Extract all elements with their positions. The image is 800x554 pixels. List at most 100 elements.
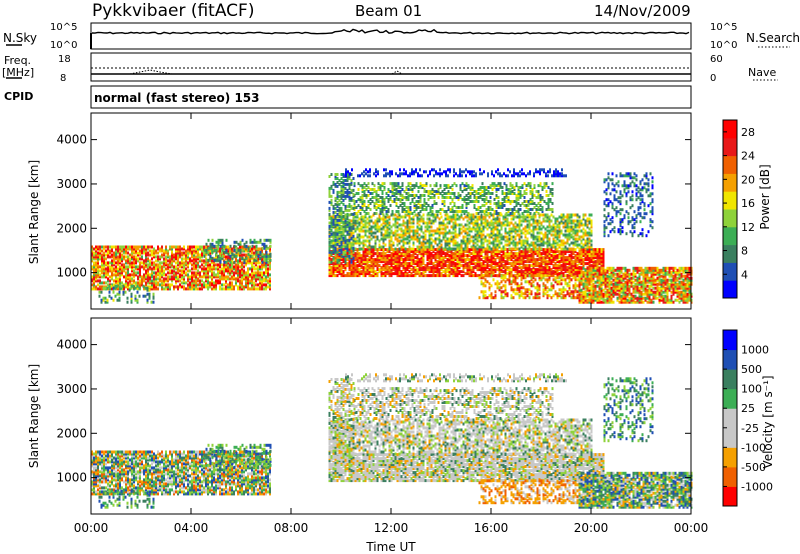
- power-cell: [457, 224, 459, 227]
- power-cell: [439, 250, 441, 253]
- power-cell: [359, 268, 361, 271]
- power-cell: [368, 200, 370, 203]
- power-cell: [489, 268, 491, 271]
- power-cell: [509, 228, 511, 231]
- power-cell: [441, 216, 443, 219]
- power-cell: [165, 283, 167, 286]
- power-cell: [137, 265, 139, 268]
- power-cell: [236, 241, 238, 244]
- power-cell: [367, 248, 369, 251]
- power-cell: [191, 246, 193, 249]
- power-cell: [115, 261, 117, 264]
- power-cell: [233, 265, 235, 268]
- power-cell: [253, 252, 255, 255]
- power-cell: [193, 271, 195, 274]
- power-cell: [388, 198, 390, 201]
- power-cell: [583, 248, 585, 251]
- power-cell: [243, 254, 245, 257]
- power-cell: [390, 182, 392, 185]
- power-cell: [394, 198, 396, 201]
- power-cell: [256, 257, 258, 260]
- power-cell: [376, 212, 378, 215]
- power-cell: [153, 301, 155, 304]
- power-cell: [250, 255, 252, 258]
- power-cell: [159, 248, 161, 251]
- power-cell: [491, 228, 493, 231]
- power-cell: [167, 271, 169, 274]
- power-cell: [393, 272, 395, 275]
- power-cell: [471, 228, 473, 231]
- power-cell: [425, 234, 427, 237]
- power-cell: [212, 257, 214, 260]
- power-cell: [199, 246, 201, 249]
- power-cell: [409, 226, 411, 229]
- power-cell: [372, 200, 374, 203]
- power-cell: [511, 228, 513, 231]
- power-cell: [401, 224, 403, 227]
- power-cell: [561, 230, 563, 233]
- power-cell: [389, 240, 391, 243]
- power-cell: [489, 256, 491, 259]
- power-cell: [463, 274, 465, 277]
- power-cell: [443, 270, 445, 273]
- power-cell: [579, 230, 581, 233]
- power-cell: [356, 200, 358, 203]
- power-cell: [159, 261, 161, 264]
- power-cell: [529, 254, 531, 257]
- power-cell: [443, 248, 445, 251]
- power-cell: [401, 248, 403, 251]
- power-cell: [485, 248, 487, 251]
- power-cell: [367, 240, 369, 243]
- power-cell: [467, 262, 469, 265]
- power-cell: [269, 277, 271, 280]
- power-cell: [255, 261, 257, 264]
- power-cell: [577, 244, 579, 247]
- power-cell: [405, 214, 407, 217]
- power-cell: [417, 254, 419, 257]
- power-cell: [125, 265, 127, 268]
- power-cell: [131, 277, 133, 280]
- power-cell: [415, 260, 417, 263]
- power-cell: [491, 242, 493, 245]
- power-cell: [491, 248, 493, 251]
- power-cell: [383, 234, 385, 237]
- power-cell: [169, 255, 171, 258]
- power-cell: [225, 285, 227, 288]
- power-cell: [254, 239, 256, 242]
- power-cell: [363, 240, 365, 243]
- power-cell: [181, 252, 183, 255]
- power-cell: [233, 285, 235, 288]
- power-cell: [577, 252, 579, 255]
- power-cell: [121, 263, 123, 266]
- power-cell: [228, 259, 230, 262]
- power-cell: [223, 287, 225, 290]
- power-cell: [437, 214, 439, 217]
- power-cell: [367, 258, 369, 261]
- power-cell: [429, 274, 431, 277]
- power-cell: [507, 218, 509, 221]
- power-cell: [347, 262, 349, 265]
- power-cell: [191, 271, 193, 274]
- power-cell: [147, 252, 149, 255]
- power-cell: [259, 265, 261, 268]
- power-cell: [353, 232, 355, 235]
- power-cell: [270, 253, 272, 256]
- power-cell: [197, 283, 199, 286]
- power-cell: [437, 260, 439, 263]
- power-cell: [403, 216, 405, 219]
- power-cell: [451, 248, 453, 251]
- power-cell: [459, 228, 461, 231]
- power-cell: [234, 245, 236, 248]
- power-cell: [379, 268, 381, 271]
- power-cell: [457, 242, 459, 245]
- power-cell: [256, 251, 258, 254]
- power-cell: [123, 246, 125, 249]
- power-cell: [197, 246, 199, 249]
- power-cell: [93, 248, 95, 251]
- power-cell: [383, 246, 385, 249]
- power-cell: [169, 275, 171, 278]
- power-cell: [453, 222, 455, 225]
- power-cell: [381, 224, 383, 227]
- power-cell: [364, 210, 366, 213]
- power-cell: [179, 246, 181, 249]
